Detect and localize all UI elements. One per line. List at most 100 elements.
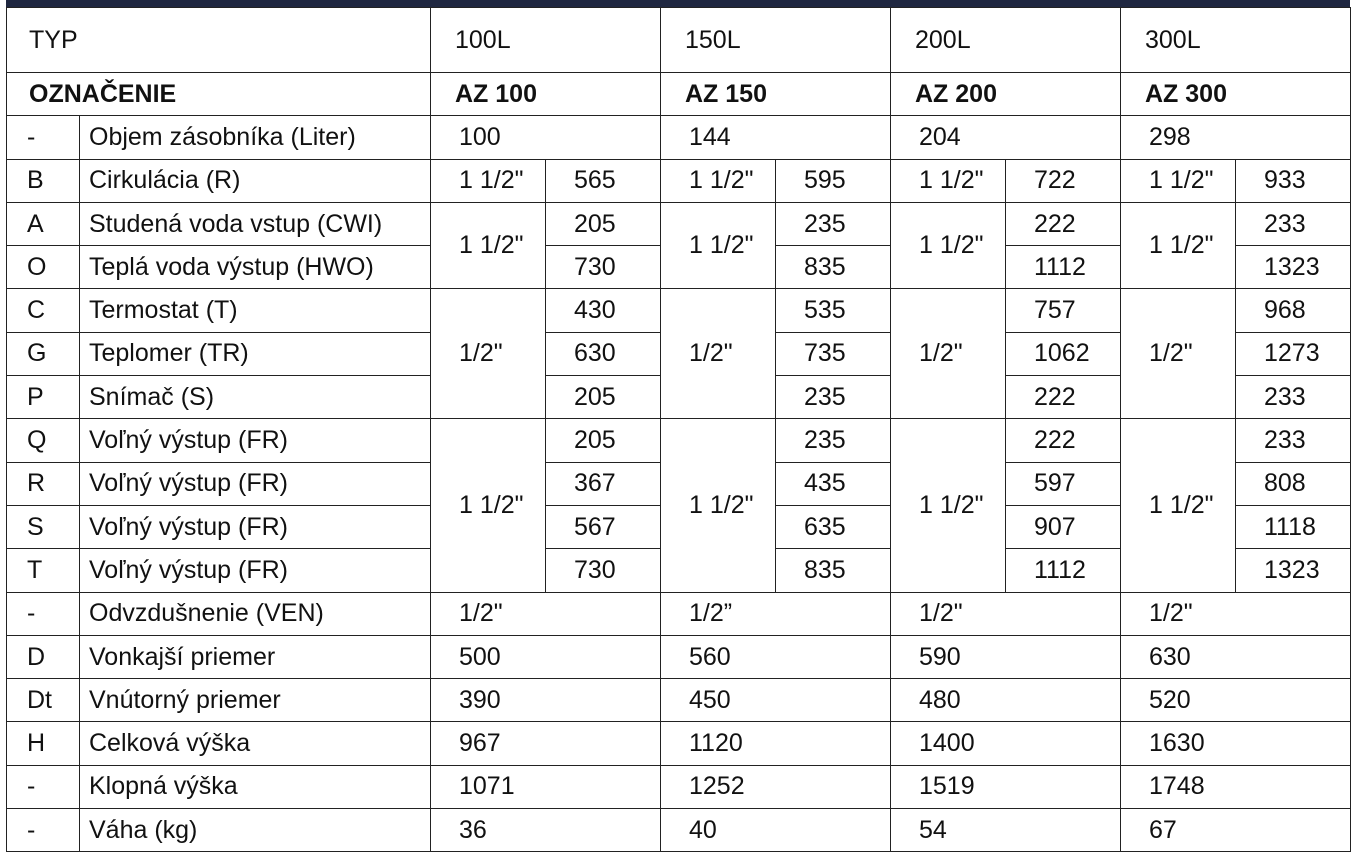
value-cell: 590: [890, 634, 1121, 680]
value-cell: 808: [1235, 461, 1351, 506]
row-circulation: B Cirkulácia (R) 1 1/2" 565 1 1/2" 595 1…: [6, 158, 1351, 203]
spec-table: TYP 100L 150L 200L 300L OZNAČENIE AZ 100…: [6, 7, 1351, 853]
value-cell: 100: [430, 115, 661, 160]
value-cell: 235: [775, 201, 891, 247]
designation-az150: AZ 150: [660, 71, 891, 117]
typ-150l: 150L: [660, 7, 891, 73]
typ-300l: 300L: [1120, 7, 1351, 73]
value-cell: 907: [1005, 504, 1121, 550]
value-cell: 435: [775, 461, 891, 506]
code-cell: D: [6, 634, 80, 680]
designation-az300: AZ 300: [1120, 71, 1351, 117]
value-cell: 730: [545, 245, 661, 290]
value-cell: 500: [430, 634, 661, 680]
value-cell: 735: [775, 331, 891, 377]
param-label: Odvzdušnenie (VEN): [79, 591, 431, 636]
param-label: Cirkulácia (R): [79, 158, 431, 203]
value-cell: 222: [1005, 418, 1121, 463]
value-cell: 222: [1005, 201, 1121, 247]
designation-az200: AZ 200: [890, 71, 1121, 117]
param-label: Studená voda vstup (CWI): [79, 201, 431, 247]
value-cell: 567: [545, 504, 661, 550]
size-cell: 1 1/2": [430, 201, 546, 290]
param-label: Voľný výstup (FR): [79, 418, 431, 463]
size-cell: 1 1/2": [890, 201, 1006, 290]
code-cell: S: [6, 504, 80, 550]
param-label: Celková výška: [79, 721, 431, 766]
value-cell: 1630: [1120, 721, 1351, 766]
param-label: Váha (kg): [79, 808, 431, 853]
value-cell: 968: [1235, 288, 1351, 333]
value-cell: 1/2”: [660, 591, 891, 636]
row-thermostat: C Termostat (T) 1/2" 430 1/2" 535 1/2" 7…: [6, 288, 1351, 420]
row-hot-out: O Teplá voda výstup (HWO) 730 835 1112 1…: [6, 245, 1351, 290]
value-cell: 1/2": [1120, 591, 1351, 636]
row-tilt-height: - Klopná výška 1071 1252 1519 1748: [6, 764, 1351, 810]
value-cell: 722: [1005, 158, 1121, 203]
param-label: Teplomer (TR): [79, 331, 431, 377]
value-cell: 1112: [1005, 245, 1121, 290]
size-cell: 1 1/2": [890, 158, 1006, 203]
row-outer-diameter: D Vonkajší priemer 500 560 590 630: [6, 634, 1351, 680]
row-inner-diameter: Dt Vnútorný priemer 390 450 480 520: [6, 678, 1351, 723]
code-cell: A: [6, 201, 80, 247]
value-cell: 835: [775, 548, 891, 593]
param-label: Voľný výstup (FR): [79, 548, 431, 593]
value-cell: 595: [775, 158, 891, 203]
value-cell: 597: [1005, 461, 1121, 506]
value-cell: 1748: [1120, 764, 1351, 810]
value-cell: 390: [430, 678, 661, 723]
code-cell: O: [6, 245, 80, 290]
typ-100l: 100L: [430, 7, 661, 73]
value-cell: 835: [775, 245, 891, 290]
row-free-q: Q Voľný výstup (FR) 1 1/2" 205 1 1/2" 23…: [6, 418, 1351, 593]
value-cell: 1519: [890, 764, 1121, 810]
row-cold-in: A Studená voda vstup (CWI) 1 1/2" 205 1 …: [6, 201, 1351, 290]
value-cell: 233: [1235, 418, 1351, 463]
row-typ: TYP 100L 150L 200L 300L: [6, 7, 1351, 73]
row-free-t: T Voľný výstup (FR) 730 835 1112 1323: [6, 548, 1351, 593]
size-cell: 1 1/2": [660, 158, 776, 203]
param-label: Snímač (S): [79, 375, 431, 420]
size-cell: 1 1/2": [890, 418, 1006, 593]
row-thermometer: G Teplomer (TR) 630 735 1062 1273: [6, 331, 1351, 377]
value-cell: 205: [545, 201, 661, 247]
param-label: Vnútorný priemer: [79, 678, 431, 723]
value-cell: 1/2": [430, 591, 661, 636]
value-cell: 1/2": [890, 591, 1121, 636]
param-label: Teplá voda výstup (HWO): [79, 245, 431, 290]
value-cell: 430: [545, 288, 661, 333]
designation-label: OZNAČENIE: [6, 71, 431, 117]
value-cell: 1273: [1235, 331, 1351, 377]
value-cell: 1323: [1235, 548, 1351, 593]
value-cell: 450: [660, 678, 891, 723]
row-venting: - Odvzdušnenie (VEN) 1/2" 1/2” 1/2" 1/2": [6, 591, 1351, 636]
value-cell: 520: [1120, 678, 1351, 723]
value-cell: 635: [775, 504, 891, 550]
size-cell: 1 1/2": [660, 418, 776, 593]
value-cell: 1112: [1005, 548, 1121, 593]
value-cell: 205: [545, 375, 661, 420]
code-cell: C: [6, 288, 80, 333]
size-cell: 1 1/2": [1120, 201, 1236, 290]
value-cell: 1062: [1005, 331, 1121, 377]
code-cell: H: [6, 721, 80, 766]
row-weight: - Váha (kg) 36 40 54 67: [6, 808, 1351, 853]
param-label: Voľný výstup (FR): [79, 461, 431, 506]
size-cell: 1/2": [890, 288, 1006, 420]
code-cell: -: [6, 808, 80, 853]
value-cell: 36: [430, 808, 661, 853]
code-cell: R: [6, 461, 80, 506]
value-cell: 967: [430, 721, 661, 766]
param-label: Objem zásobníka (Liter): [79, 115, 431, 160]
value-cell: 757: [1005, 288, 1121, 333]
value-cell: 67: [1120, 808, 1351, 853]
value-cell: 535: [775, 288, 891, 333]
value-cell: 204: [890, 115, 1121, 160]
code-cell: P: [6, 375, 80, 420]
value-cell: 205: [545, 418, 661, 463]
code-cell: -: [6, 115, 80, 160]
size-cell: 1/2": [430, 288, 546, 420]
size-cell: 1 1/2": [430, 158, 546, 203]
param-label: Voľný výstup (FR): [79, 504, 431, 550]
